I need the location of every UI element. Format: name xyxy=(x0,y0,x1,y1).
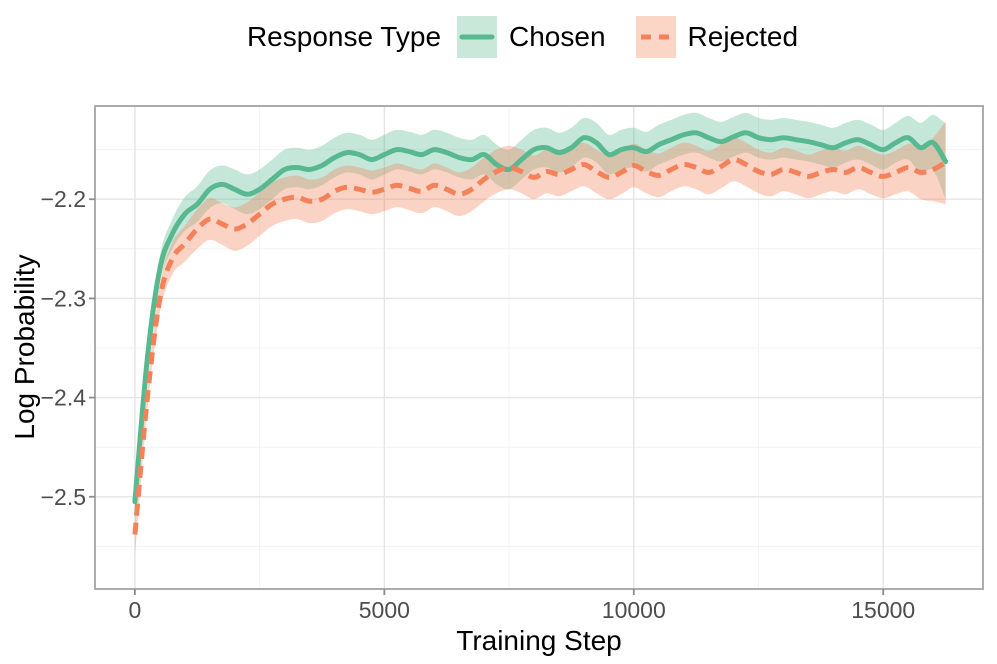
plot-panel xyxy=(95,106,983,589)
grid-layer xyxy=(95,106,983,589)
chosen-confidence-band xyxy=(134,112,946,514)
legend-item-chosen: Chosen xyxy=(457,16,606,58)
legend-label-chosen: Chosen xyxy=(509,21,606,52)
legend-item-rejected: Rejected xyxy=(635,16,799,58)
legend-label-rejected: Rejected xyxy=(687,21,799,52)
legend-title: Response Type xyxy=(246,21,442,52)
rejected-dashed-line-key-icon xyxy=(635,16,676,58)
chosen-line xyxy=(132,130,949,505)
rejected-confidence-band xyxy=(134,120,946,557)
chosen-line-key-icon xyxy=(457,16,498,58)
x-axis-title: Training Step xyxy=(456,625,622,656)
y-axis-title: Log Probability xyxy=(9,254,40,439)
legend: Response Type Chosen Rejected xyxy=(24,16,997,58)
y-tick-label: −2.2 xyxy=(41,186,86,212)
x-tick-label: 10000 xyxy=(602,597,666,623)
x-tick-label: 15000 xyxy=(851,597,915,623)
x-tick-label: 0 xyxy=(129,597,142,623)
y-tick-label: −2.4 xyxy=(41,385,87,411)
y-tick-label: −2.3 xyxy=(41,285,86,311)
y-tick-label: −2.5 xyxy=(41,484,86,510)
series-layer xyxy=(132,112,949,557)
panel-border xyxy=(94,105,984,590)
rejected-line xyxy=(132,157,947,535)
x-tick-label: 5000 xyxy=(359,597,410,623)
axis-layer: 0 5000 10000 15000 −2.2 −2.3 −2.4 −2.5 xyxy=(41,186,916,623)
